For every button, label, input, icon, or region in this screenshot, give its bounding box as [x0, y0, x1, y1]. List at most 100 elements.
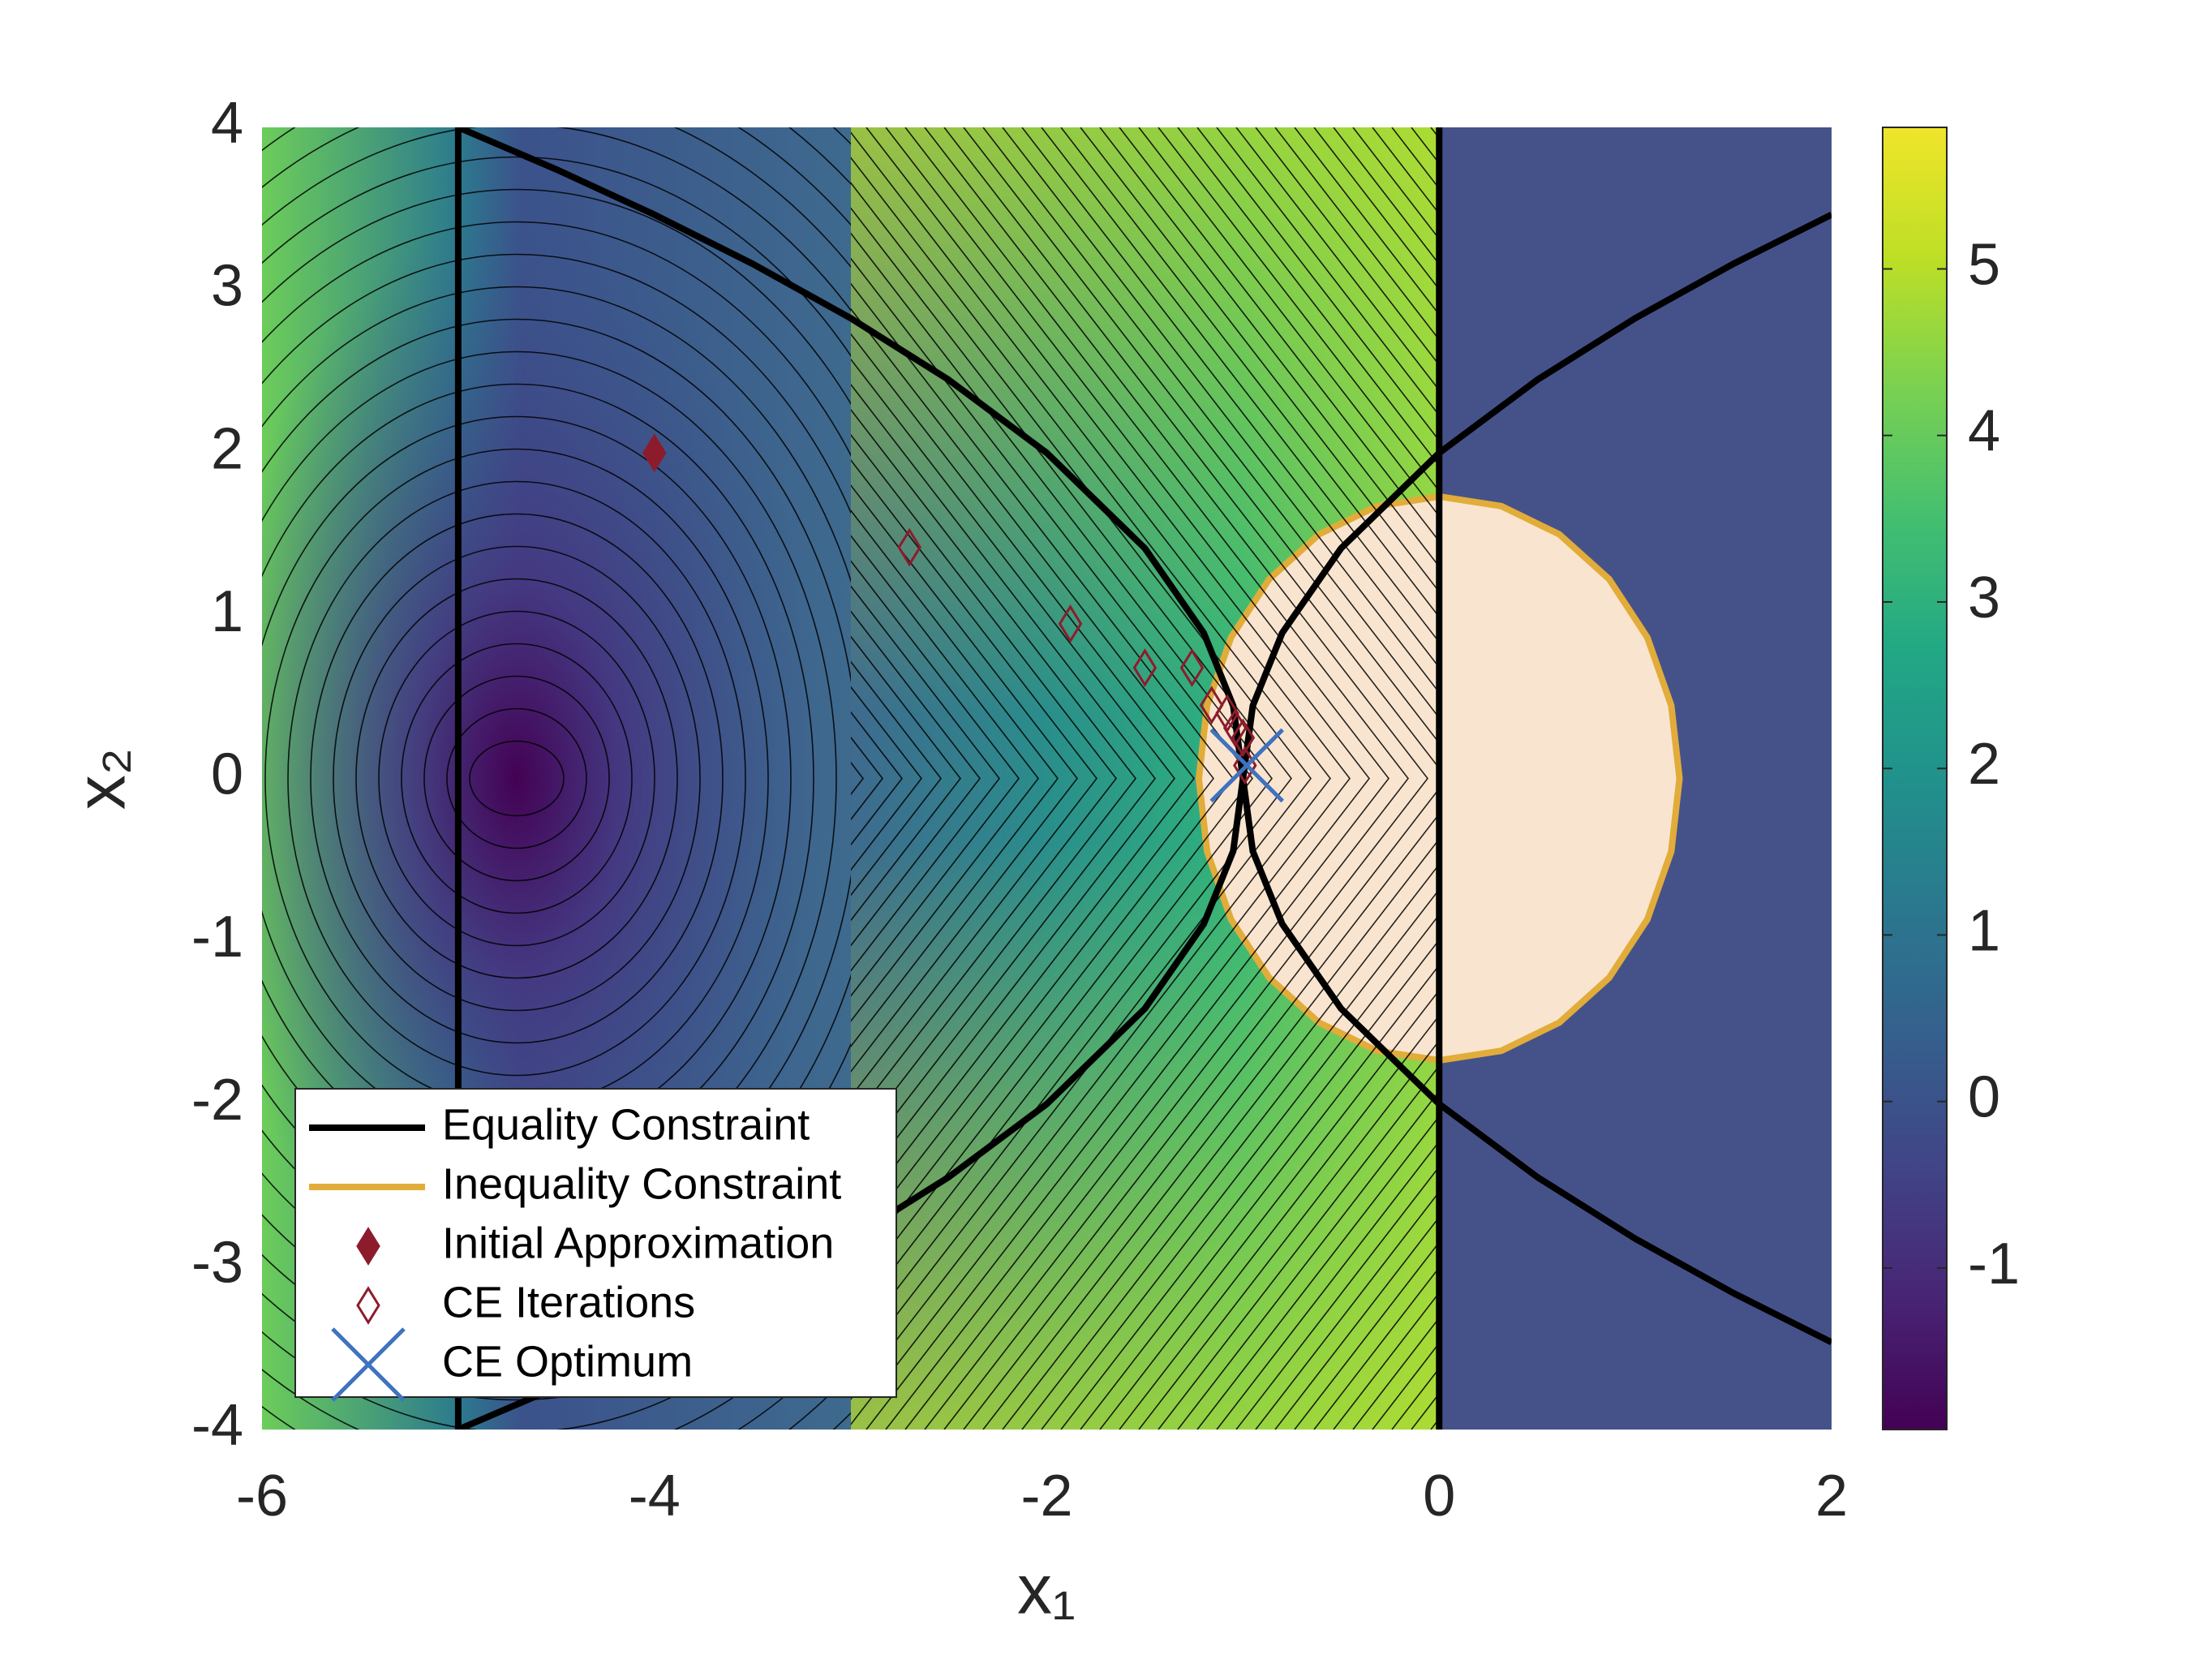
legend-marker: [356, 1286, 380, 1325]
contour-line: [943, 127, 1439, 1430]
contour-line: [851, 686, 923, 871]
x-tick-label: -4: [629, 1464, 681, 1529]
contour-line: [1021, 127, 1439, 1430]
contour-line: [446, 707, 587, 849]
contour-line: [851, 182, 1312, 1375]
contour-line: [1080, 127, 1439, 1430]
contour-line: [355, 578, 678, 979]
y-tick-label: -1: [191, 905, 243, 970]
contour-line: [851, 736, 884, 821]
y-tick-label: -3: [191, 1230, 243, 1295]
legend-marker: [331, 1327, 406, 1402]
contour-line: [378, 610, 655, 947]
contour-line: [423, 675, 610, 882]
contour-line: [1002, 127, 1439, 1430]
contour-line: [851, 635, 962, 922]
contour-line: [1138, 127, 1439, 1430]
x-tick-label: 0: [1423, 1464, 1455, 1529]
x-tick-label: -2: [1020, 1464, 1072, 1529]
contour-line: [924, 127, 1429, 1430]
y-axis-label: x₂: [62, 748, 140, 810]
contour-line: [401, 643, 633, 914]
marker-x: [1209, 728, 1284, 803]
contour-line: [1235, 127, 1439, 1430]
x-axis-label: x₁: [1017, 1551, 1076, 1629]
colorbar-tick-label: 4: [1968, 399, 2000, 464]
x-tick-label: 2: [1815, 1464, 1848, 1529]
contour-line: [851, 510, 1059, 1047]
y-tick-label: 0: [211, 742, 243, 807]
contour-line: [1060, 127, 1439, 1430]
contour-line: [851, 433, 1118, 1124]
lines: [454, 127, 1832, 1430]
colorbar-tick-label: 2: [1968, 732, 2000, 797]
marker-diamond: [1058, 604, 1083, 643]
marker-diamond: [1231, 718, 1256, 758]
colorbar-tick-label: -1: [1968, 1232, 2020, 1296]
contour-line: [851, 358, 1176, 1199]
contour-line: [851, 459, 1098, 1098]
contour-line: [1119, 127, 1439, 1430]
contour-line: [1099, 127, 1439, 1430]
contour-line: [851, 535, 1040, 1022]
contour-line: [1255, 127, 1439, 1430]
x-tick-label: -6: [236, 1464, 288, 1529]
markers: [642, 433, 1284, 803]
legend-label: Equality Constraint: [442, 1100, 810, 1149]
marker-diamond: [1179, 648, 1205, 687]
contour-line: [851, 484, 1079, 1073]
colorbar-tick-label: 5: [1968, 232, 2000, 297]
contour-line: [851, 660, 943, 896]
contour-line: [851, 560, 1020, 997]
contour-line: [1158, 127, 1439, 1430]
contour-line: [287, 480, 746, 1077]
colorbar: -1 0 1 2 3 4 5: [1882, 127, 2020, 1430]
y-tick-label: 2: [211, 416, 243, 481]
contour-line: [851, 383, 1157, 1174]
legend: Equality Constraint Inequality Constraint…: [294, 1088, 897, 1402]
contour-line: [851, 207, 1293, 1350]
legend-label: CE Optimum: [442, 1337, 693, 1386]
contour-line: [1196, 127, 1439, 1430]
y-tick-label: 4: [211, 91, 243, 156]
contour-line: [333, 545, 701, 1012]
contour-line: [469, 740, 565, 817]
marker-diamond: [1199, 686, 1224, 725]
legend-label: Inequality Constraint: [442, 1159, 841, 1208]
legend-marker: [356, 1227, 380, 1266]
y-tick-label: 1: [211, 579, 243, 644]
contour-line: [851, 257, 1254, 1300]
legend-label: CE Iterations: [442, 1278, 695, 1326]
contour-line: [851, 585, 1001, 972]
contour-line: [851, 711, 904, 846]
contour-line: [310, 513, 724, 1044]
contour-line: [963, 127, 1439, 1430]
colorbar-tick-label: 3: [1968, 565, 2000, 630]
y-tick-label: -2: [191, 1068, 243, 1133]
contour-chevrons: [851, 127, 1439, 1430]
colorbar-scale: [1882, 127, 1948, 1430]
equality-line: [454, 127, 1832, 1430]
contour-line: [865, 127, 1371, 1430]
contour-line: [885, 127, 1390, 1430]
contour-line: [262, 156, 851, 1401]
contour-line: [1216, 127, 1439, 1430]
contour-line: [851, 232, 1274, 1325]
marker-diamond: [897, 527, 921, 567]
contour-line: [851, 610, 981, 947]
contour-line: [851, 157, 1332, 1400]
contour-line: [851, 408, 1137, 1149]
colorbar-tick-label: 0: [1968, 1065, 2000, 1130]
marker-diamond: [642, 433, 667, 473]
colorbar-tick-label: 1: [1968, 898, 2000, 963]
contour-line: [851, 761, 865, 796]
contour-line: [904, 127, 1410, 1430]
contour-line: [982, 127, 1439, 1430]
legend-box: [294, 1088, 897, 1398]
contour-line: [1177, 127, 1439, 1430]
legend-label: Initial Approximation: [442, 1219, 834, 1267]
y-tick-label: 3: [211, 254, 243, 319]
y-tick-label: -4: [191, 1393, 243, 1458]
